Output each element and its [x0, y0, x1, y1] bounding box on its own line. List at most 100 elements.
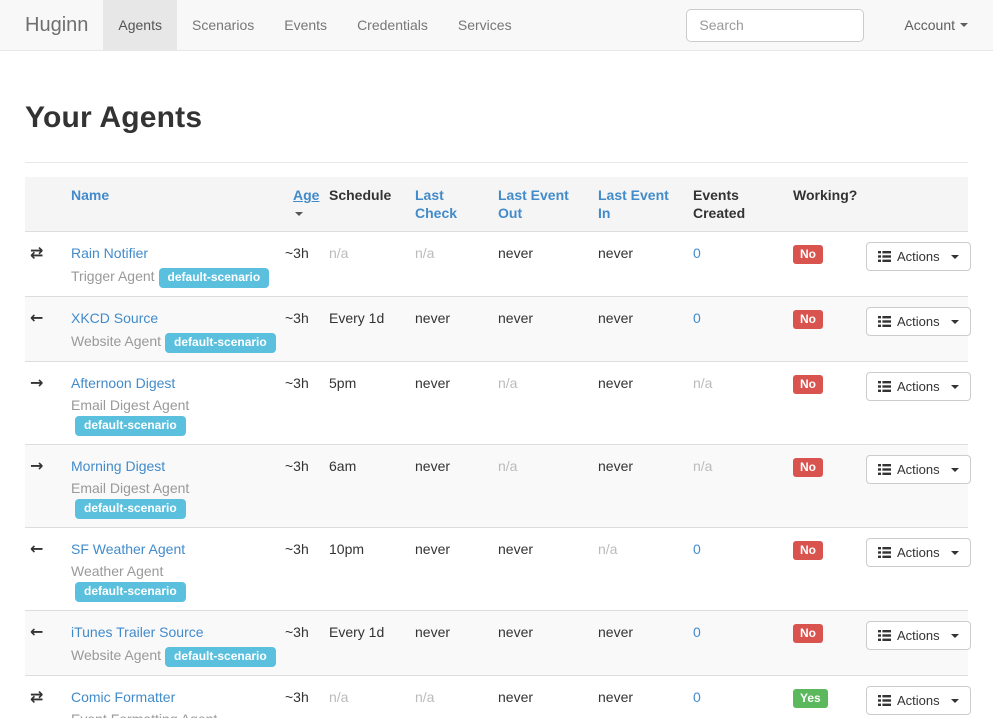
working-badge: No: [793, 458, 823, 477]
actions-column-header: [858, 177, 968, 232]
agent-type-label: Website Agent: [71, 333, 162, 349]
list-icon: [878, 629, 891, 642]
page-title: Your Agents: [25, 101, 203, 134]
header-events-created: Events Created: [685, 177, 785, 232]
actions-button-label: Actions: [897, 628, 940, 643]
scenario-badge[interactable]: default-scenario: [75, 499, 186, 519]
list-icon: [878, 315, 891, 328]
last-check-cell: n/a: [407, 675, 490, 718]
actions-button-label: Actions: [897, 545, 940, 560]
scenario-badge[interactable]: default-scenario: [75, 416, 186, 436]
tab-credentials[interactable]: Credentials: [357, 17, 428, 33]
actions-button[interactable]: Actions: [866, 538, 971, 567]
age-cell: ~3h: [285, 245, 309, 261]
table-row: ⇄ Comic Formatter Event Formatting Agent…: [25, 675, 971, 718]
actions-button[interactable]: Actions: [866, 621, 971, 650]
table-row: → Afternoon Digest Email Digest Agent def…: [25, 361, 971, 445]
working-cell: No: [785, 296, 858, 362]
exchange-icon: ⇄: [30, 243, 44, 262]
caret-down-icon: [960, 23, 968, 27]
agent-name-link[interactable]: Rain Notifier: [71, 245, 149, 261]
agent-name-link[interactable]: iTunes Trailer Source: [71, 624, 204, 640]
tab-scenarios[interactable]: Scenarios: [191, 17, 255, 33]
events-created-link[interactable]: 0: [693, 689, 701, 705]
last-event-in-cell: never: [598, 245, 634, 261]
events-created-cell: n/a: [685, 361, 785, 445]
events-created-link[interactable]: n/a: [693, 375, 713, 391]
last-event-in-cell: never: [590, 675, 685, 718]
agent-type-label: Email Digest Agent: [71, 397, 190, 413]
schedule-cell: 5pm: [329, 361, 407, 445]
working-cell: Yes: [785, 675, 858, 718]
arrow-left-icon: ←: [30, 308, 44, 327]
header-schedule: Schedule: [329, 177, 407, 232]
table-row: ← SF Weather Agent Weather Agent default-…: [25, 527, 971, 611]
tab-services[interactable]: Services: [457, 17, 512, 33]
scenario-badge[interactable]: default-scenario: [165, 333, 276, 353]
last-event-in-cell: never: [590, 361, 685, 445]
sort-name-link[interactable]: Name: [71, 187, 110, 203]
age-cell: ~3h: [285, 675, 329, 718]
sort-age-link[interactable]: Age: [293, 187, 320, 203]
events-created-link[interactable]: 0: [693, 310, 701, 326]
header-last-event-in: Last Event In: [590, 177, 685, 232]
events-created-cell: 0: [685, 527, 785, 611]
sort-last-event-out-link[interactable]: Last Event Out: [498, 187, 569, 221]
caret-down-icon: [950, 467, 959, 472]
table-row: ⇄ Rain Notifier Trigger Agent default-sce…: [25, 232, 971, 297]
working-badge: No: [793, 245, 823, 264]
account-menu[interactable]: Account: [894, 0, 993, 50]
events-created-cell: 0: [685, 675, 785, 718]
actions-button[interactable]: Actions: [866, 455, 971, 484]
agent-name-link[interactable]: Comic Formatter: [71, 689, 176, 705]
last-event-out-cell: never: [490, 610, 590, 676]
age-cell: ~3h: [285, 444, 329, 528]
working-cell: No: [785, 610, 858, 676]
search-input[interactable]: [686, 8, 865, 42]
events-created-link[interactable]: n/a: [693, 458, 713, 474]
tab-agents[interactable]: Agents: [103, 0, 177, 50]
scenario-badge[interactable]: default-scenario: [75, 582, 186, 602]
header-working: Working?: [785, 177, 858, 232]
last-event-in-cell: never: [590, 296, 685, 362]
events-created-link[interactable]: 0: [693, 245, 701, 261]
caret-down-icon: [950, 698, 959, 703]
actions-button[interactable]: Actions: [866, 686, 971, 715]
agent-name-link[interactable]: Afternoon Digest: [71, 375, 176, 391]
actions-button[interactable]: Actions: [866, 307, 971, 336]
list-icon: [878, 546, 891, 559]
last-event-in-cell: never: [590, 610, 685, 676]
last-event-out-cell: n/a: [490, 361, 590, 445]
agent-type-label: Trigger Agent: [71, 268, 155, 284]
actions-button-label: Actions: [897, 249, 940, 264]
schedule-cell: n/a: [329, 245, 349, 261]
scenario-badge[interactable]: default-scenario: [158, 268, 270, 288]
last-event-out-cell: n/a: [490, 444, 590, 528]
schedule-cell: Every 1d: [329, 610, 407, 676]
actions-button[interactable]: Actions: [866, 242, 971, 271]
last-event-out-cell: never: [490, 296, 590, 362]
last-check-cell: n/a: [415, 245, 435, 261]
icon-column-header: [25, 177, 63, 232]
events-created-link[interactable]: 0: [693, 624, 701, 640]
agent-type-label: Event Formatting Agent: [71, 711, 217, 718]
working-cell: No: [785, 527, 858, 611]
tab-events[interactable]: Events: [284, 17, 328, 33]
sort-last-check-link[interactable]: Last Check: [415, 187, 458, 221]
list-icon: [878, 463, 891, 476]
agent-name-link[interactable]: SF Weather Agent: [71, 541, 186, 557]
sort-last-event-in-link[interactable]: Last Event In: [598, 187, 669, 221]
actions-button[interactable]: Actions: [866, 372, 971, 401]
table-header: Name Age Schedule Last Check Last Event …: [25, 177, 968, 232]
events-created-link[interactable]: 0: [693, 541, 701, 557]
working-badge: Yes: [793, 689, 828, 708]
age-cell: ~3h: [285, 296, 329, 362]
agent-name-link[interactable]: Morning Digest: [71, 458, 166, 474]
agent-name-link[interactable]: XKCD Source: [71, 310, 159, 326]
last-check-cell: never: [407, 361, 490, 445]
brand-link[interactable]: Huginn: [25, 13, 89, 36]
arrow-right-icon: →: [30, 373, 44, 392]
scenario-badge[interactable]: default-scenario: [165, 647, 276, 667]
working-badge: No: [793, 624, 823, 643]
list-icon: [878, 694, 891, 707]
